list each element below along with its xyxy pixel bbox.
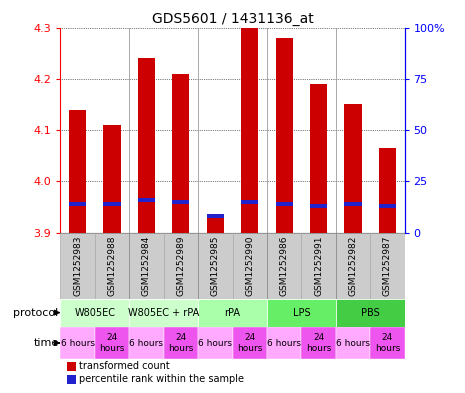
Bar <box>370 327 405 360</box>
Bar <box>138 58 155 233</box>
Bar <box>103 125 121 233</box>
Bar <box>103 202 121 206</box>
Text: 24
hours: 24 hours <box>100 333 125 353</box>
Bar <box>129 233 164 299</box>
Text: GSM1252991: GSM1252991 <box>314 235 323 296</box>
Bar <box>370 233 405 299</box>
Text: GSM1252983: GSM1252983 <box>73 235 82 296</box>
Text: GSM1252988: GSM1252988 <box>107 235 117 296</box>
Text: GSM1252987: GSM1252987 <box>383 235 392 296</box>
Bar <box>60 299 129 327</box>
Bar <box>129 327 164 360</box>
Text: time: time <box>33 338 59 348</box>
Bar <box>379 148 396 233</box>
Text: rPA: rPA <box>225 308 240 318</box>
Text: LPS: LPS <box>292 308 310 318</box>
Bar <box>67 362 76 371</box>
Text: 6 hours: 6 hours <box>198 338 232 347</box>
Bar <box>241 28 259 233</box>
Text: 6 hours: 6 hours <box>336 338 370 347</box>
Bar <box>310 84 327 233</box>
Text: 6 hours: 6 hours <box>267 338 301 347</box>
Bar <box>164 327 198 360</box>
Title: GDS5601 / 1431136_at: GDS5601 / 1431136_at <box>152 13 313 26</box>
Bar <box>336 327 370 360</box>
Bar <box>206 214 224 219</box>
Bar <box>267 299 336 327</box>
Text: 6 hours: 6 hours <box>129 338 164 347</box>
Bar <box>267 233 301 299</box>
Bar <box>206 217 224 233</box>
Bar <box>232 233 267 299</box>
Text: 24
hours: 24 hours <box>237 333 262 353</box>
Bar <box>267 327 301 360</box>
Bar <box>310 204 327 208</box>
Bar <box>336 233 370 299</box>
Bar <box>198 233 232 299</box>
Bar <box>379 204 396 208</box>
Bar <box>164 233 198 299</box>
Bar <box>172 200 190 204</box>
Text: GSM1252990: GSM1252990 <box>245 235 254 296</box>
Text: transformed count: transformed count <box>80 362 170 371</box>
Text: 24
hours: 24 hours <box>306 333 331 353</box>
Bar <box>95 233 129 299</box>
Text: GSM1252985: GSM1252985 <box>211 235 220 296</box>
Text: PBS: PBS <box>361 308 379 318</box>
Bar <box>172 73 190 233</box>
Bar <box>276 202 293 206</box>
Bar <box>276 38 293 233</box>
Text: GSM1252984: GSM1252984 <box>142 235 151 296</box>
Bar <box>60 327 95 360</box>
Bar <box>344 202 362 206</box>
Bar <box>198 299 267 327</box>
Bar <box>138 198 155 202</box>
Bar <box>344 105 362 233</box>
Bar <box>198 327 232 360</box>
Bar <box>301 233 336 299</box>
Text: 24
hours: 24 hours <box>168 333 193 353</box>
Bar <box>69 110 86 233</box>
Text: protocol: protocol <box>13 308 59 318</box>
Bar <box>129 299 198 327</box>
Bar <box>232 327 267 360</box>
Bar <box>336 299 405 327</box>
Text: GSM1252986: GSM1252986 <box>279 235 289 296</box>
Text: W805EC: W805EC <box>74 308 115 318</box>
Bar <box>69 202 86 206</box>
Text: GSM1252989: GSM1252989 <box>176 235 186 296</box>
Text: percentile rank within the sample: percentile rank within the sample <box>80 374 245 384</box>
Text: 6 hours: 6 hours <box>60 338 95 347</box>
Text: 24
hours: 24 hours <box>375 333 400 353</box>
Text: GSM1252982: GSM1252982 <box>348 235 358 296</box>
Bar <box>67 375 76 384</box>
Bar <box>241 200 259 204</box>
Bar <box>60 233 95 299</box>
Bar <box>95 327 129 360</box>
Bar <box>301 327 336 360</box>
Text: W805EC + rPA: W805EC + rPA <box>128 308 199 318</box>
